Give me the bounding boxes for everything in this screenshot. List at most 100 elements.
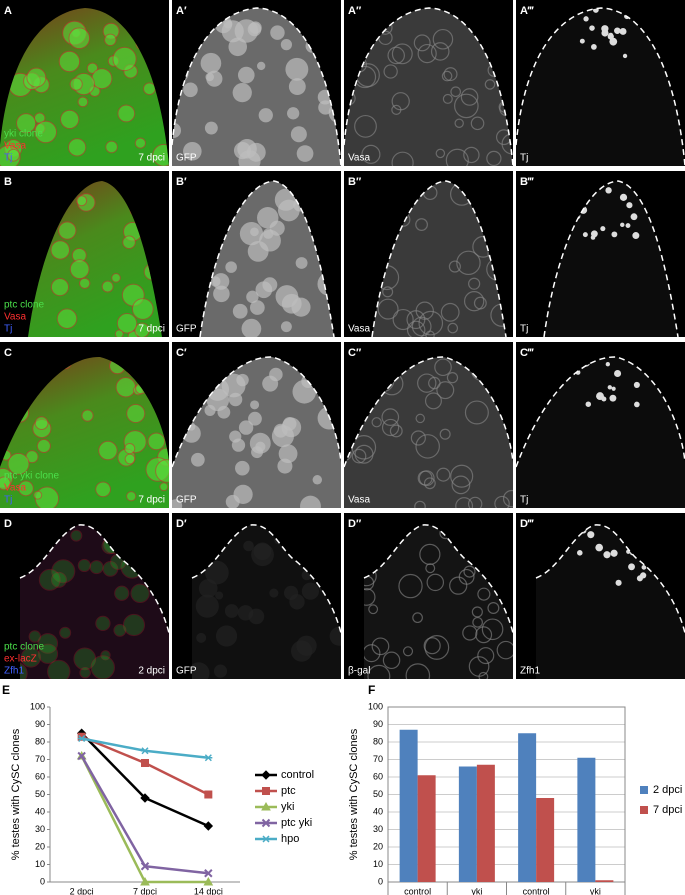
cell bbox=[605, 187, 612, 194]
cell bbox=[611, 386, 616, 391]
y-tick-label: 50 bbox=[373, 789, 383, 799]
panel-label: A‴ bbox=[520, 5, 534, 17]
panel-label: D″ bbox=[348, 518, 362, 530]
cell bbox=[192, 662, 210, 679]
cell bbox=[280, 321, 292, 333]
cell bbox=[364, 644, 381, 663]
image-panel: B″ Vasa bbox=[344, 171, 513, 338]
y-tick-label: 30 bbox=[373, 824, 383, 834]
cell bbox=[258, 108, 273, 123]
tissue bbox=[536, 524, 685, 679]
cell bbox=[609, 37, 618, 46]
channel-label: Tj bbox=[4, 324, 12, 335]
panel-label: A″ bbox=[348, 5, 362, 17]
cell bbox=[134, 137, 147, 149]
y-axis-label: % testes with CySC clones bbox=[10, 728, 22, 860]
cell bbox=[37, 643, 59, 664]
cell bbox=[172, 499, 183, 509]
cell bbox=[351, 448, 367, 464]
marker bbox=[77, 732, 86, 741]
cell bbox=[600, 226, 606, 232]
cell bbox=[205, 72, 214, 82]
cell bbox=[143, 82, 156, 96]
cell bbox=[412, 612, 423, 624]
cell bbox=[441, 70, 453, 82]
cell bbox=[200, 52, 222, 74]
cell bbox=[275, 285, 299, 308]
cell bbox=[58, 50, 81, 73]
marker bbox=[141, 759, 149, 767]
cell bbox=[614, 27, 621, 34]
y-tick-label: 20 bbox=[35, 841, 45, 851]
cell bbox=[625, 223, 631, 229]
marker bbox=[203, 876, 214, 886]
cells bbox=[0, 356, 169, 509]
time-label: 7 dpci bbox=[138, 495, 165, 506]
cell bbox=[95, 615, 111, 632]
cell bbox=[361, 144, 381, 164]
x-tick-label: control bbox=[404, 886, 431, 895]
cell bbox=[79, 666, 91, 679]
tissue bbox=[344, 8, 513, 166]
cell bbox=[414, 500, 426, 509]
cell bbox=[391, 104, 402, 115]
cell bbox=[430, 42, 450, 61]
bar bbox=[595, 880, 614, 882]
cell bbox=[590, 230, 598, 238]
cell bbox=[290, 126, 307, 143]
cell bbox=[368, 604, 379, 615]
channel-label: Tj bbox=[4, 153, 12, 164]
cell bbox=[223, 19, 233, 29]
cell bbox=[454, 93, 479, 119]
time-label: 7 dpci bbox=[138, 324, 165, 335]
cell bbox=[579, 38, 585, 44]
cell bbox=[269, 588, 279, 598]
cell bbox=[73, 647, 97, 671]
marker bbox=[77, 734, 86, 743]
y-tick-label: 80 bbox=[35, 736, 45, 746]
cell bbox=[81, 409, 94, 422]
cell bbox=[152, 143, 169, 166]
cell bbox=[285, 57, 309, 81]
outline bbox=[535, 524, 685, 634]
cells bbox=[364, 524, 513, 679]
x-tick-label: yki bbox=[590, 886, 601, 895]
outline bbox=[543, 180, 679, 338]
cell bbox=[34, 416, 49, 430]
bar bbox=[458, 766, 477, 882]
marker bbox=[262, 835, 270, 843]
cell bbox=[619, 27, 627, 35]
cell bbox=[415, 434, 440, 459]
cell bbox=[609, 394, 617, 402]
cell bbox=[270, 25, 285, 40]
panel-label: A bbox=[4, 5, 12, 17]
cell bbox=[69, 77, 83, 91]
image-panel: A′ GFP bbox=[171, 0, 342, 167]
cell bbox=[34, 120, 58, 144]
cell bbox=[415, 413, 425, 424]
cell bbox=[487, 602, 500, 615]
channel-label: GFP bbox=[176, 666, 197, 677]
cell bbox=[423, 637, 441, 655]
cell bbox=[446, 372, 459, 384]
panel-label: C‴ bbox=[520, 347, 534, 359]
y-tick-label: 40 bbox=[35, 806, 45, 816]
cell bbox=[155, 459, 169, 483]
cell bbox=[76, 195, 88, 207]
image-panel: B′ GFP bbox=[172, 171, 341, 338]
cell bbox=[7, 452, 30, 475]
cell bbox=[435, 148, 446, 159]
cell bbox=[241, 318, 262, 337]
cell bbox=[424, 635, 450, 660]
image-panel: D‴ Zfh1 bbox=[516, 513, 685, 679]
legend-label: hpo bbox=[281, 833, 299, 845]
marker bbox=[261, 770, 271, 780]
cell bbox=[628, 563, 635, 571]
cell bbox=[0, 476, 11, 491]
cell bbox=[250, 400, 260, 410]
cell bbox=[354, 114, 377, 138]
cell bbox=[471, 606, 483, 618]
y-tick-label: 0 bbox=[378, 876, 383, 886]
marker bbox=[204, 790, 213, 799]
cell bbox=[622, 53, 628, 59]
